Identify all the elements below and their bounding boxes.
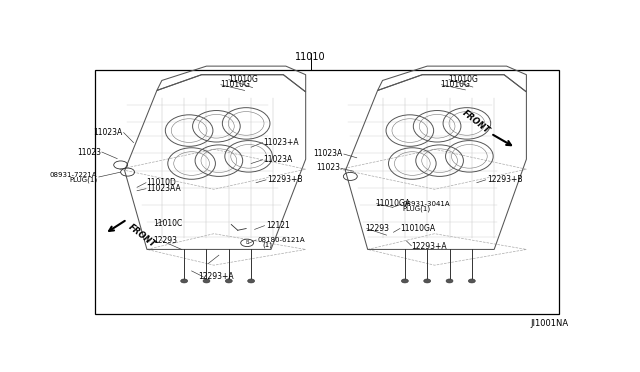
Text: 11023A: 11023A (93, 128, 122, 137)
Circle shape (180, 279, 188, 283)
Text: 11010C: 11010C (154, 219, 182, 228)
Text: 08180-6121A: 08180-6121A (257, 237, 305, 243)
Text: 11023A: 11023A (264, 155, 292, 164)
Bar (95, 70, 559, 314)
Text: 11010G: 11010G (228, 74, 258, 83)
Text: 08931-3041A: 08931-3041A (403, 201, 450, 206)
Text: 11010G: 11010G (220, 80, 250, 89)
Text: 11010G: 11010G (448, 74, 478, 83)
Circle shape (401, 279, 408, 283)
Circle shape (225, 279, 232, 283)
Text: 11023+A: 11023+A (264, 138, 299, 147)
Circle shape (446, 279, 453, 283)
Circle shape (468, 279, 476, 283)
Text: 11010G: 11010G (440, 80, 470, 89)
Text: 11023: 11023 (316, 163, 340, 172)
Text: 12293+A: 12293+A (198, 272, 234, 281)
Text: 12293+B: 12293+B (268, 175, 303, 185)
Text: 11023AA: 11023AA (146, 184, 180, 193)
Text: 12293+A: 12293+A (412, 242, 447, 251)
Text: 11023: 11023 (77, 148, 101, 157)
Circle shape (203, 279, 210, 283)
Text: 11010GA: 11010GA (400, 224, 435, 233)
Text: PLUG(1): PLUG(1) (403, 205, 431, 212)
Text: FRONT: FRONT (461, 108, 492, 135)
Text: PLUG(1): PLUG(1) (69, 176, 97, 183)
Text: 12293: 12293 (154, 236, 177, 246)
Text: 11010GA: 11010GA (376, 199, 411, 208)
Circle shape (424, 279, 431, 283)
Text: B: B (246, 240, 249, 246)
Text: (1): (1) (262, 242, 273, 248)
Text: 11010: 11010 (295, 52, 326, 62)
Text: 08931-7221A: 08931-7221A (50, 172, 97, 178)
Text: 11010D: 11010D (146, 178, 176, 187)
Text: 11023A: 11023A (314, 149, 343, 158)
Text: JI1001NA: JI1001NA (531, 319, 568, 328)
Circle shape (248, 279, 255, 283)
Text: 12293+B: 12293+B (486, 175, 522, 185)
Text: 12121: 12121 (266, 221, 290, 230)
Text: FRONT: FRONT (126, 222, 157, 249)
Text: 12293: 12293 (365, 224, 390, 233)
